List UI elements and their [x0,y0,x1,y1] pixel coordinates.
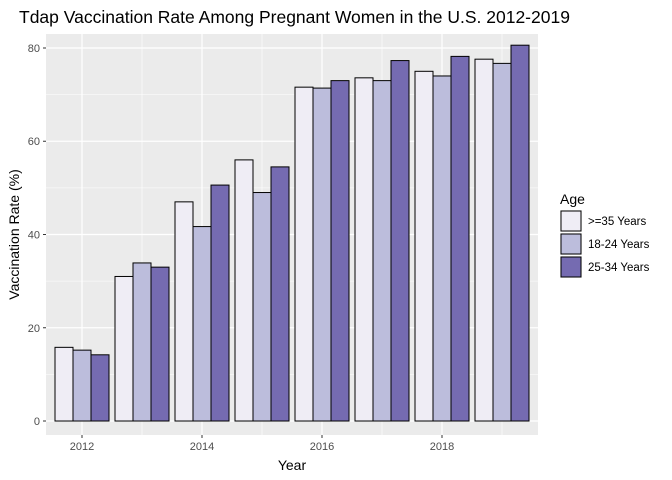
bar-2017-3 [390,60,410,422]
x-tick-label: 2018 [430,441,454,453]
bar-2019-1 [474,58,494,422]
bars [54,44,530,422]
bar-2018-2 [432,75,452,422]
bar-2019-2 [492,62,512,422]
bar-2012-3 [90,354,110,422]
legend-title: Age [560,191,585,207]
y-axis-ticks: 0 20 40 60 80 [28,43,46,428]
x-tick-label: 2014 [190,441,214,453]
bar-2013-1 [114,275,134,422]
bar-2013-2 [132,262,152,422]
bar-2014-3 [210,184,230,422]
bar-2018-1 [414,70,434,422]
bar-2016-3 [330,80,350,422]
legend-swatch-2 [560,233,582,255]
chart-title: Tdap Vaccination Rate Among Pregnant Wom… [19,7,570,27]
bar-2014-1 [174,201,194,422]
bar-2015-3 [270,166,290,422]
bar-2015-1 [234,159,254,422]
x-tick-label: 2012 [70,441,94,453]
bar-2014-2 [192,226,212,422]
y-tick-label: 80 [28,43,40,55]
legend-label-1: >=35 Years [588,216,646,228]
x-axis-ticks: 2012 2014 2016 2018 [70,435,454,453]
legend-swatch-3 [560,256,582,278]
bar-2017-2 [372,80,392,422]
x-tick-label: 2016 [310,441,334,453]
y-axis-title: Vaccination Rate (%) [6,169,22,299]
bar-2016-1 [294,86,314,422]
y-tick-label: 0 [34,416,40,428]
legend-label-3: 25-34 Years [588,262,650,274]
x-axis-title: Year [278,457,307,473]
bar-2012-2 [72,349,92,422]
bar-2016-2 [312,87,332,422]
bar-2013-3 [150,266,170,422]
y-tick-label: 20 [28,323,40,335]
y-tick-label: 60 [28,136,40,148]
bar-2012-1 [54,346,74,422]
legend-swatch-1 [560,210,582,232]
bar-2018-3 [450,55,470,422]
legend-items: >=35 Years 18-24 Years 25-34 Years [560,210,650,278]
y-tick-label: 40 [28,230,40,242]
legend-label-2: 18-24 Years [588,239,650,251]
bar-2019-3 [510,44,530,422]
bar-2015-2 [252,192,272,422]
legend: Age >=35 Years 18-24 Years 25-34 Years [560,191,650,278]
bar-2017-1 [354,77,374,422]
